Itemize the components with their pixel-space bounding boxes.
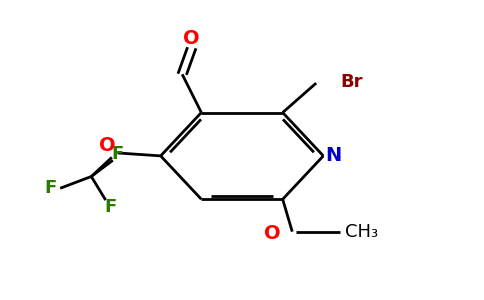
Text: F: F <box>111 146 124 164</box>
Text: F: F <box>105 198 117 216</box>
Text: CH₃: CH₃ <box>345 223 378 241</box>
Text: N: N <box>326 146 342 165</box>
Text: Br: Br <box>340 73 363 91</box>
Text: F: F <box>45 179 57 197</box>
Text: O: O <box>183 29 200 48</box>
Text: O: O <box>264 224 280 243</box>
Text: O: O <box>99 136 115 155</box>
